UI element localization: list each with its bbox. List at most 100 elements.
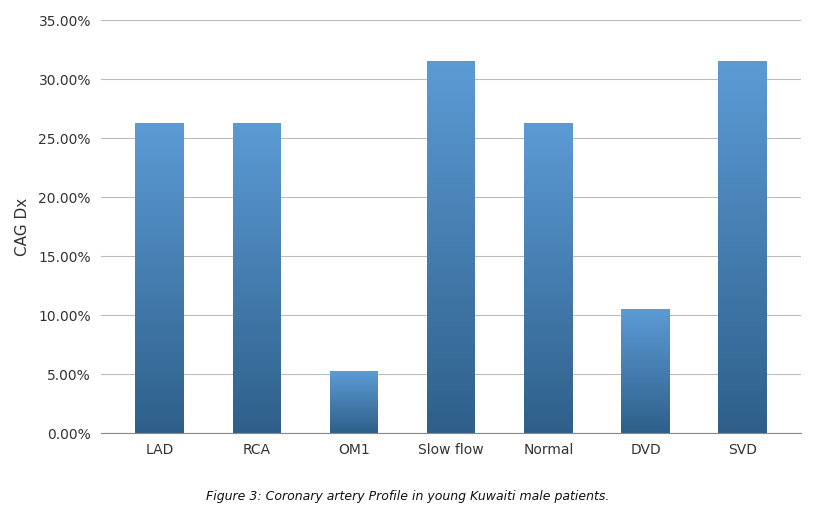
Bar [621,332,670,334]
Bar [330,422,379,423]
Bar [330,425,379,426]
Bar [233,181,282,185]
Bar [135,250,184,255]
Bar [427,182,476,186]
Bar [524,406,573,410]
Bar [621,419,670,421]
Bar [233,243,282,247]
Bar [135,219,184,224]
Bar [524,123,573,126]
Bar [718,98,767,103]
Bar [718,359,767,363]
Bar [233,134,282,138]
Bar [718,424,767,428]
Bar [330,372,379,373]
Bar [718,107,767,112]
Bar [135,313,184,316]
Bar [233,185,282,189]
Bar [135,281,184,285]
Bar [524,212,573,216]
Bar [135,134,184,138]
Bar [330,392,379,393]
Bar [233,359,282,363]
Bar [233,371,282,375]
Bar [718,205,767,210]
Bar [233,150,282,154]
Bar [621,363,670,365]
Bar [233,188,282,193]
Bar [524,356,573,359]
Bar [621,331,670,332]
Bar [427,70,476,75]
Bar [718,316,767,322]
Bar [718,326,767,331]
Bar [135,383,184,387]
Bar [621,428,670,430]
Bar [524,185,573,189]
Bar [233,378,282,383]
Bar [135,157,184,162]
Bar [621,421,670,422]
Bar [427,405,476,410]
Bar [135,131,184,135]
Bar [135,406,184,410]
Bar [718,191,767,196]
Bar [233,212,282,216]
Bar [135,363,184,367]
Bar [135,347,184,352]
Bar [718,377,767,382]
Bar [330,375,379,376]
Bar [427,387,476,391]
Bar [524,188,573,193]
Bar [427,303,476,307]
Bar [621,412,670,415]
Bar [135,259,184,263]
Bar [524,181,573,185]
Bar [135,208,184,212]
Bar [524,313,573,316]
Bar [524,390,573,394]
Bar [233,316,282,321]
Bar [718,75,767,79]
Bar [427,163,476,168]
Bar [427,307,476,312]
Bar [135,375,184,379]
Bar [135,390,184,394]
Bar [233,293,282,297]
Bar [233,429,282,433]
Bar [427,321,476,326]
Bar [135,336,184,340]
Bar [233,193,282,197]
Bar [233,324,282,328]
Bar [233,367,282,371]
Bar [135,224,184,228]
Bar [233,297,282,301]
Bar [524,414,573,418]
Bar [427,428,476,433]
Bar [330,419,379,420]
Bar [233,138,282,142]
Bar [330,393,379,394]
Bar [427,238,476,242]
Bar [330,427,379,428]
Bar [524,162,573,166]
Bar [524,138,573,142]
Bar [621,396,670,397]
Bar [524,274,573,278]
Bar [524,409,573,414]
Bar [330,387,379,388]
Bar [718,88,767,93]
Bar [621,402,670,403]
Bar [135,142,184,146]
Bar [233,398,282,402]
Bar [427,60,476,66]
Bar [427,140,476,145]
Bar [524,150,573,154]
Bar [524,131,573,135]
Bar [135,378,184,383]
Bar [621,340,670,341]
Bar [233,262,282,266]
Bar [427,144,476,149]
Bar [524,243,573,247]
Bar [330,375,379,376]
